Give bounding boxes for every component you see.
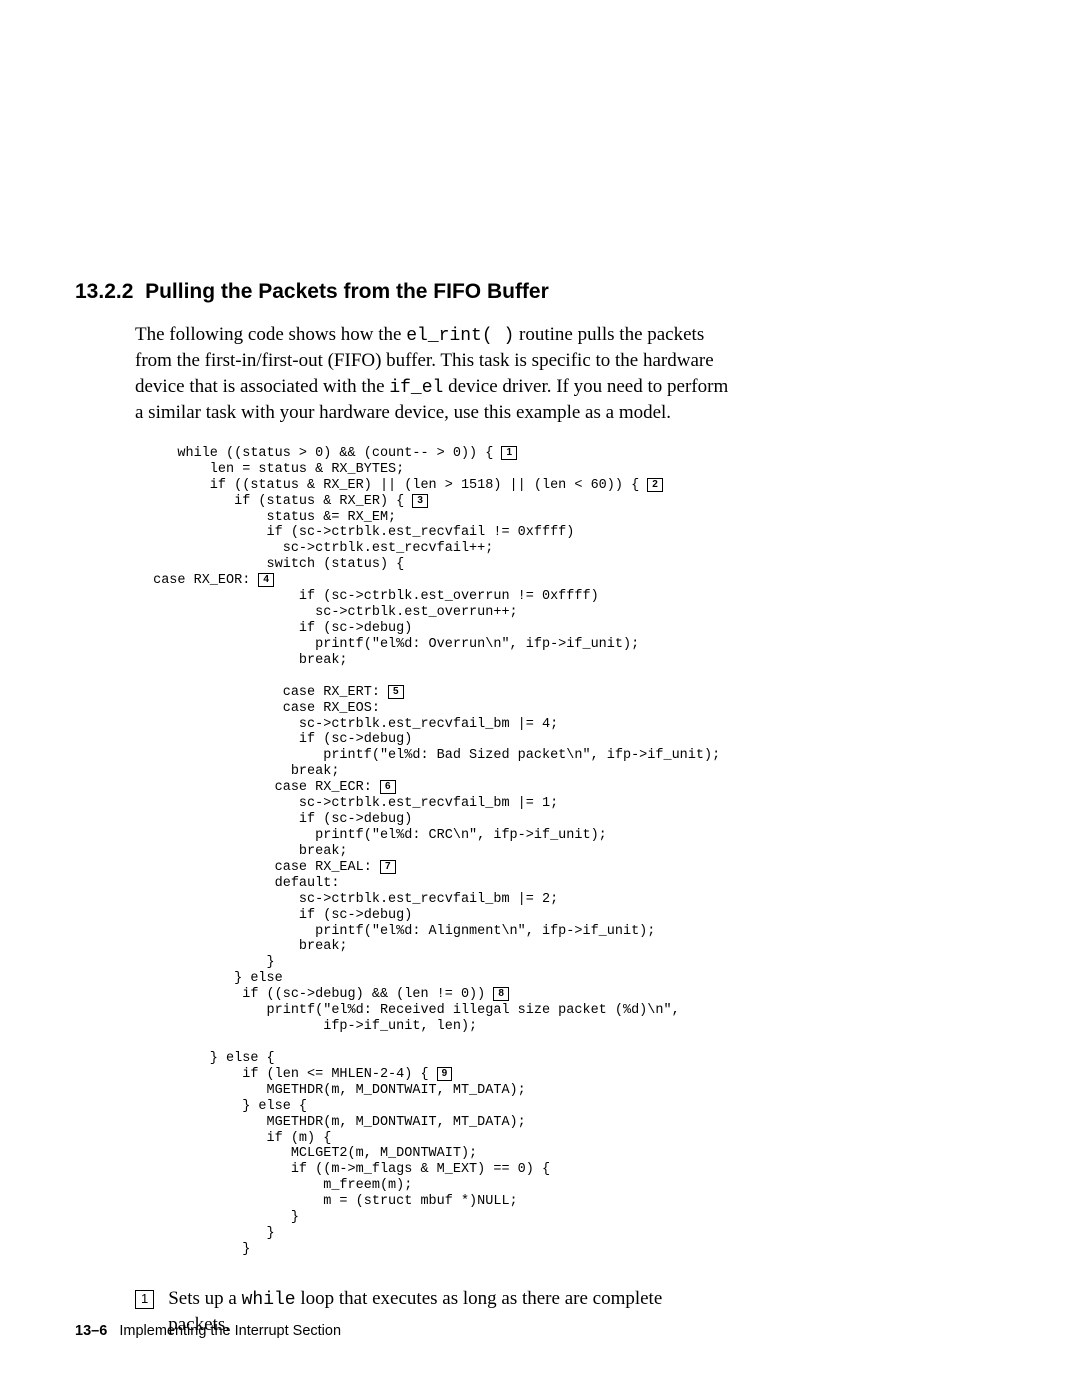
callout-box: 2	[647, 478, 663, 492]
intro-text: from the first-in/first-out (FIFO) buffe…	[135, 350, 714, 371]
code-line: printf("el%d: Bad Sized packet\n", ifp->…	[145, 748, 720, 763]
code-line: status &= RX_EM;	[145, 510, 396, 525]
code-line: if (sc->debug)	[145, 732, 412, 747]
callout-box: 9	[437, 1067, 453, 1081]
code-line: printf("el%d: Overrun\n", ifp->if_unit);	[145, 637, 639, 652]
code-line: if (sc->debug)	[145, 621, 412, 636]
section-title: Pulling the Packets from the FIFO Buffer	[145, 280, 549, 303]
intro-text: device that is associated with the	[135, 376, 389, 397]
code-line: len = status & RX_BYTES;	[145, 462, 404, 477]
code-line: sc->ctrblk.est_recvfail_bm |= 1;	[145, 796, 558, 811]
code-line: }	[145, 1210, 299, 1225]
code-line: printf("el%d: CRC\n", ifp->if_unit);	[145, 828, 607, 843]
intro-text: The following code shows how the	[135, 324, 406, 345]
code-line: if ((m->m_flags & M_EXT) == 0) {	[145, 1162, 550, 1177]
code-line: m_freem(m);	[145, 1178, 412, 1193]
code-line: default:	[145, 876, 339, 891]
code-line: } else {	[145, 1099, 307, 1114]
code-line: if (len <= MHLEN-2-4) {	[145, 1067, 437, 1082]
code-line: sc->ctrblk.est_overrun++;	[145, 605, 518, 620]
code-line: }	[145, 1226, 275, 1241]
callout-box: 6	[380, 780, 396, 794]
code-line: break;	[145, 844, 348, 859]
code-line: printf("el%d: Received illegal size pack…	[145, 1003, 680, 1018]
code-line: while ((status > 0) && (count-- > 0)) {	[145, 446, 501, 461]
code-line: if (sc->debug)	[145, 908, 412, 923]
code-line: case RX_EAL:	[145, 860, 380, 875]
code-line: if (sc->ctrblk.est_recvfail != 0xffff)	[145, 525, 574, 540]
code-line: case RX_ECR:	[145, 780, 380, 795]
note-number-box: 1	[135, 1290, 154, 1309]
callout-box: 7	[380, 860, 396, 874]
callout-box: 5	[388, 685, 404, 699]
code-line: break;	[145, 764, 339, 779]
intro-paragraph: The following code shows how the el_rint…	[135, 322, 940, 426]
code-line: MGETHDR(m, M_DONTWAIT, MT_DATA);	[145, 1083, 526, 1098]
page-footer: 13–6 Implementing the Interrupt Section	[75, 1323, 341, 1339]
code-line: MGETHDR(m, M_DONTWAIT, MT_DATA);	[145, 1115, 526, 1130]
footer-label: Implementing the Interrupt Section	[119, 1323, 341, 1339]
code-line: break;	[145, 939, 348, 954]
code-line: switch (status) {	[145, 557, 404, 572]
code-line: if (m) {	[145, 1131, 331, 1146]
code-line: sc->ctrblk.est_recvfail++;	[145, 541, 493, 556]
code-line: } else {	[145, 1051, 275, 1066]
code-line: }	[145, 1242, 250, 1257]
intro-code: if_el	[389, 378, 443, 398]
code-line: m = (struct mbuf *)NULL;	[145, 1194, 518, 1209]
note-text-part: loop that executes as long as there are …	[296, 1288, 663, 1309]
intro-text: a similar task with your hardware device…	[135, 402, 671, 423]
code-line: } else	[145, 971, 283, 986]
code-line: sc->ctrblk.est_recvfail_bm |= 4;	[145, 717, 558, 732]
callout-box: 1	[501, 446, 517, 460]
code-line: if (sc->debug)	[145, 812, 412, 827]
code-line: }	[145, 955, 275, 970]
section-number: 13.2.2	[75, 280, 133, 303]
code-line: if (sc->ctrblk.est_overrun != 0xffff)	[145, 589, 599, 604]
note-text-part: Sets up a	[168, 1288, 241, 1309]
code-listing: while ((status > 0) && (count-- > 0)) { …	[145, 446, 980, 1258]
callout-box: 8	[493, 987, 509, 1001]
code-line: if (status & RX_ER) {	[145, 494, 412, 509]
code-line: if ((sc->debug) && (len != 0))	[145, 987, 493, 1002]
code-line: MCLGET2(m, M_DONTWAIT);	[145, 1146, 477, 1161]
note-code: while	[242, 1290, 296, 1310]
intro-code: el_rint( )	[406, 326, 514, 346]
code-line: sc->ctrblk.est_recvfail_bm |= 2;	[145, 892, 558, 907]
code-line: if ((status & RX_ER) || (len > 1518) || …	[145, 478, 647, 493]
code-line: printf("el%d: Alignment\n", ifp->if_unit…	[145, 924, 655, 939]
code-line: ifp->if_unit, len);	[145, 1019, 477, 1034]
callout-box: 4	[258, 573, 274, 587]
code-line: case RX_EOR:	[145, 573, 258, 588]
page-number: 13–6	[75, 1323, 107, 1339]
code-line: case RX_ERT:	[145, 685, 388, 700]
intro-text: routine pulls the packets	[514, 324, 704, 345]
code-line: break;	[145, 653, 348, 668]
callout-box: 3	[412, 494, 428, 508]
intro-text: device driver. If you need to perform	[443, 376, 728, 397]
code-line: case RX_EOS:	[145, 701, 380, 716]
section-heading: 13.2.2 Pulling the Packets from the FIFO…	[75, 280, 980, 304]
